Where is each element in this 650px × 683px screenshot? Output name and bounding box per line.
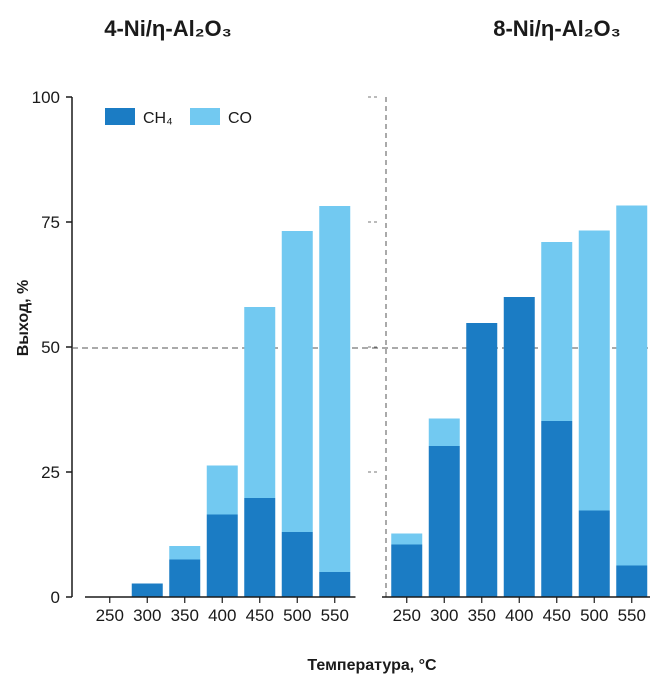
x-tick-label: 400	[505, 606, 533, 625]
bar-co-400	[206, 465, 238, 515]
x-tick-label: 250	[393, 606, 421, 625]
bar-ch4-350	[169, 559, 201, 597]
bar-co-450	[244, 307, 276, 498]
bar-ch4-550	[319, 572, 351, 597]
bar-ch4-500	[578, 510, 610, 597]
x-tick-label: 300	[430, 606, 458, 625]
y-tick-label: 25	[41, 463, 60, 482]
x-ticks-group: 250 300 350 400 450 500 550 250 300 350 400 450 500 5…	[85, 596, 650, 625]
bar-ch4-400	[503, 297, 535, 597]
bar-co-250	[391, 533, 423, 545]
y-tick-label: 75	[41, 213, 60, 232]
y-tick-label: 50	[41, 338, 60, 357]
bar-co-350	[169, 546, 201, 560]
bar-ch4-500	[281, 532, 313, 597]
panel-title-right: 8-Ni/η-Al₂O₃	[493, 16, 621, 41]
bar-co-500	[578, 230, 610, 511]
bar-ch4-450	[244, 498, 276, 597]
x-tick-label: 400	[208, 606, 236, 625]
legend-swatch-co	[190, 108, 220, 125]
bar-co-500	[281, 231, 313, 532]
y-axis-label: Выход, %	[15, 280, 32, 357]
bar-ch4-450	[541, 421, 573, 597]
bar-ch4-300	[131, 583, 163, 597]
x-tick-label: 450	[246, 606, 274, 625]
bars-group	[131, 205, 648, 597]
bar-co-450	[541, 242, 573, 421]
legend-swatch-ch4	[105, 108, 135, 125]
legend-label-co: CO	[228, 110, 252, 127]
bar-co-300	[428, 418, 460, 446]
x-axis-label: Температура, °C	[307, 657, 437, 674]
x-tick-label: 250	[96, 606, 124, 625]
x-tick-label: 300	[133, 606, 161, 625]
x-tick-label: 350	[171, 606, 199, 625]
bar-ch4-250	[391, 544, 423, 597]
bar-co-550	[319, 206, 351, 572]
y-tick-label: 0	[51, 588, 60, 607]
bar-ch4-550	[616, 565, 648, 597]
legend-label-ch4: CH₄	[143, 110, 173, 127]
legend: CH₄ CO	[105, 108, 252, 127]
bar-ch4-400	[206, 514, 238, 597]
y-ticks-group: 0 25 50 75 100	[32, 88, 380, 607]
panel-title-left: 4-Ni/η-Al₂O₃	[104, 16, 232, 41]
x-tick-label: 550	[618, 606, 646, 625]
x-tick-label: 350	[468, 606, 496, 625]
x-tick-label: 450	[543, 606, 571, 625]
x-tick-label: 500	[580, 606, 608, 625]
bar-co-550	[616, 205, 648, 566]
x-tick-label: 500	[283, 606, 311, 625]
bar-ch4-300	[428, 446, 460, 597]
bar-ch4-350	[466, 323, 498, 597]
x-tick-label: 550	[321, 606, 349, 625]
y-tick-label: 100	[32, 88, 60, 107]
